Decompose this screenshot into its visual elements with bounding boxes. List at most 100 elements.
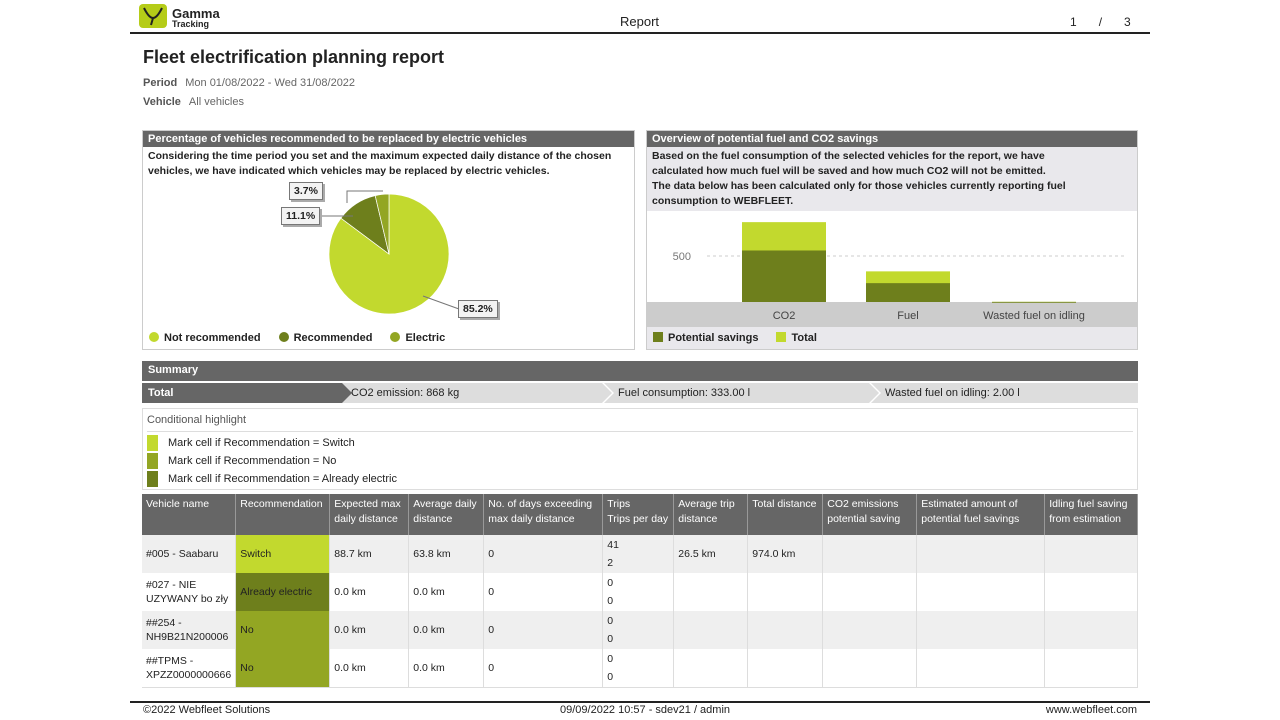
- period-value: Mon 01/08/2022 - Wed 31/08/2022: [185, 77, 356, 89]
- col-total-distance: Total distance: [747, 494, 824, 535]
- cell-recommendation: No: [235, 611, 331, 649]
- pie-chart: [319, 190, 460, 315]
- table-cell: 0: [483, 649, 604, 688]
- table-cell: 0.0 km: [329, 649, 410, 688]
- logo-subtext: Tracking: [172, 19, 210, 29]
- table-cell: [1044, 535, 1138, 573]
- summary-total: Total: [148, 387, 174, 399]
- pie-leader-line: [422, 295, 460, 310]
- summary-row: Total CO2 emission: 868 kg Fuel consumpt…: [142, 383, 1138, 403]
- table-cell: ##TPMS - XPZZ0000000666: [142, 649, 237, 688]
- x-tick-label: CO2: [773, 310, 796, 322]
- cell-recommendation: Switch: [235, 535, 331, 573]
- period-label: Period: [143, 77, 178, 89]
- table-cell: 0.0 km: [329, 573, 410, 611]
- summary-title: Summary: [142, 361, 1138, 381]
- bar-potential-savings: [742, 250, 826, 302]
- col-trips: Trips Trips per day: [602, 494, 675, 535]
- footer-website: www.webfleet.com: [1045, 704, 1137, 716]
- cell-recommendation: No: [235, 649, 331, 688]
- table-cell: [747, 611, 824, 649]
- col-idling-saving: Idling fuel saving from estimation: [1044, 494, 1138, 535]
- col-co2-saving: CO2 emissions potential saving: [822, 494, 918, 535]
- table-cell: 0.0 km: [408, 573, 485, 611]
- legend-total: Total: [776, 332, 817, 344]
- legend-not-recommended: Not recommended: [149, 332, 261, 344]
- page-sep: /: [1098, 15, 1103, 29]
- table-cell: 0.0 km: [329, 611, 410, 649]
- pie-panel-title: Percentage of vehicles recommended to be…: [143, 131, 634, 147]
- table-cell: [822, 573, 918, 611]
- conditional-item: Mark cell if Recommendation = Switch: [147, 435, 355, 451]
- bar-chart: 500 CO2 Fuel Wasted fuel on idling: [647, 211, 1137, 329]
- pie-label-electric: 3.7%: [289, 182, 323, 200]
- pie-legend: Not recommended Recommended Electric: [143, 327, 634, 349]
- page-total: 3: [1124, 15, 1131, 29]
- conditional-highlight: Conditional highlight Mark cell if Recom…: [142, 408, 1138, 490]
- header-title: Report: [620, 14, 660, 29]
- table-cell: [822, 611, 918, 649]
- page-number: 1: [1070, 15, 1077, 29]
- table-cell: [673, 573, 749, 611]
- summary-idle: Wasted fuel on idling: 2.00 l: [885, 387, 1020, 399]
- table-cell: [822, 535, 918, 573]
- table-cell: [1044, 611, 1138, 649]
- pie-label-recommended: 11.1%: [281, 207, 321, 225]
- table-cell: [747, 573, 824, 611]
- vehicle-row: Vehicle All vehicles: [143, 96, 244, 108]
- bar-legend: Potential savings Total: [647, 327, 1137, 349]
- col-expected-max: Expected max daily distance: [329, 494, 410, 535]
- table-row: #005 - Saabaru Switch 88.7 km 63.8 km 0 41 2 26…: [142, 535, 1138, 573]
- pie-label-not-recommended: 85.2%: [458, 300, 498, 318]
- table-cell: 0: [483, 573, 604, 611]
- bar-potential-savings: [992, 301, 1076, 303]
- table-cell: 26.5 km: [673, 535, 749, 573]
- x-tick-label: Fuel: [897, 310, 918, 322]
- table-cell: [1044, 573, 1138, 611]
- legend-recommended: Recommended: [278, 332, 372, 344]
- col-average-trip: Average trip distance: [673, 494, 749, 535]
- conditional-title: Conditional highlight: [147, 414, 247, 426]
- table-cell: [916, 573, 1046, 611]
- pie-panel-desc: Considering the time period you set and …: [143, 147, 634, 181]
- table-cell: 63.8 km: [408, 535, 485, 573]
- table-cell: [1044, 649, 1138, 688]
- bar-panel-title: Overview of potential fuel and CO2 savin…: [647, 131, 1137, 147]
- table-cell: [822, 649, 918, 688]
- logo-icon: [139, 4, 167, 28]
- bar-panel: Overview of potential fuel and CO2 savin…: [646, 130, 1138, 350]
- table-cell: 88.7 km: [329, 535, 410, 573]
- conditional-item: Mark cell if Recommendation = No: [147, 453, 336, 469]
- table-cell: 0: [483, 535, 604, 573]
- table-cell: [916, 611, 1046, 649]
- col-average-daily: Average daily distance: [408, 494, 485, 535]
- pie-leader-line: [346, 190, 383, 203]
- col-fuel-savings: Estimated amount of potential fuel savin…: [916, 494, 1046, 535]
- col-days-exceeding: No. of days exceeding max daily distance: [483, 494, 604, 535]
- table-cell: [673, 611, 749, 649]
- table-cell: #005 - Saabaru: [142, 535, 237, 573]
- vehicle-value: All vehicles: [188, 96, 244, 108]
- col-vehicle-name: Vehicle name: [142, 494, 237, 535]
- table-cell: [747, 649, 824, 688]
- table-cell: ##254 - NH9B21N200006: [142, 611, 237, 649]
- vehicle-table: Vehicle name Recommendation Expected max…: [142, 494, 1138, 688]
- pie-panel: Percentage of vehicles recommended to be…: [142, 130, 635, 350]
- legend-potential-savings: Potential savings: [653, 332, 758, 344]
- table-cell: 0: [483, 611, 604, 649]
- bar-panel-desc: Based on the fuel consumption of the sel…: [647, 147, 1137, 211]
- table-cell: [916, 535, 1046, 573]
- table-row: #027 - NIE UZYWANY bo zły Already electri…: [142, 573, 1138, 611]
- logo-text: Gamma: [172, 6, 220, 21]
- x-tick-label: Wasted fuel on idling: [983, 310, 1085, 322]
- pie-slice-not-recommended: [328, 193, 450, 315]
- period-row: Period Mon 01/08/2022 - Wed 31/08/2022: [143, 77, 355, 89]
- summary-co2: CO2 emission: 868 kg: [351, 387, 460, 399]
- table-cell: 0.0 km: [408, 649, 485, 688]
- footer-timestamp: 09/09/2022 10:57 - sdev21 / admin: [560, 704, 731, 716]
- conditional-item: Mark cell if Recommendation = Already el…: [147, 471, 397, 487]
- cell-trips: 41 2: [602, 535, 675, 573]
